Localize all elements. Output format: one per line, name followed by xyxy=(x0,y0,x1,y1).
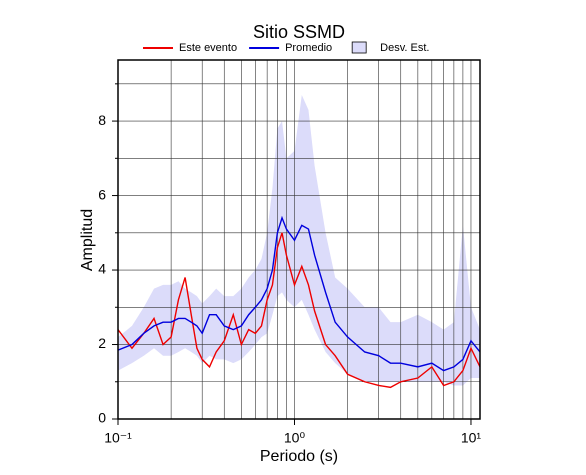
y-tick-label: 0 xyxy=(98,410,106,426)
x-axis-label: Periodo (s) xyxy=(260,448,338,465)
y-tick-label: 8 xyxy=(98,112,106,128)
legend-swatch xyxy=(351,41,367,54)
legend-label: Este evento xyxy=(179,42,237,54)
y-tick-label: 6 xyxy=(98,186,106,202)
series-line xyxy=(117,215,481,372)
x-tick-label: 10¹ xyxy=(461,430,482,446)
y-tick-label: 4 xyxy=(98,261,106,277)
legend-label: Desv. Est. xyxy=(380,42,429,54)
series-line xyxy=(117,232,481,389)
legend-label: Promedio xyxy=(285,42,332,54)
y-tick-label: 2 xyxy=(98,335,106,351)
std-band xyxy=(118,95,480,386)
x-tick-label: 10⁰ xyxy=(284,430,306,446)
chart-title: Sitio SSMD xyxy=(253,22,345,42)
plot-frame xyxy=(117,59,481,420)
x-tick-label: 10⁻¹ xyxy=(104,430,132,446)
y-axis-label: Amplitud xyxy=(79,209,96,271)
